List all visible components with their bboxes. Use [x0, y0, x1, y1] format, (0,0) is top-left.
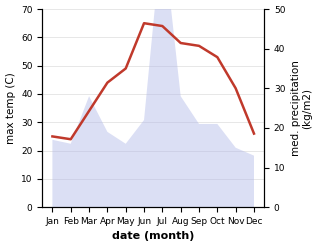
X-axis label: date (month): date (month)	[112, 231, 194, 242]
Y-axis label: med. precipitation
(kg/m2): med. precipitation (kg/m2)	[291, 60, 313, 156]
Y-axis label: max temp (C): max temp (C)	[5, 72, 16, 144]
